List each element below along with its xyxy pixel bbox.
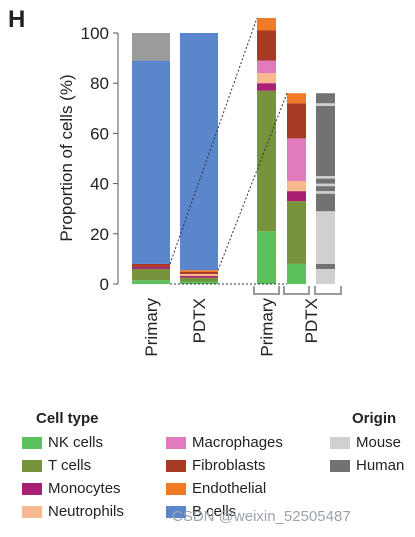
zoom-bar-primary-segment-monocytes-2: [257, 83, 276, 91]
legend-label: Human: [356, 457, 405, 474]
legend-swatch: [166, 505, 186, 518]
legend-label: Mouse: [356, 434, 402, 451]
origin-bar-pdtx-segment-human-9: [316, 105, 335, 177]
legend-swatch: [22, 459, 42, 472]
main-bar-primary-segment-human-5: [132, 33, 170, 61]
main-bar-pdtx-segment-t-cells-1: [180, 277, 218, 282]
legend-item-monocytes: Monocytes: [22, 480, 121, 497]
main-bar-pdtx-segment-endothelial-5: [180, 270, 218, 272]
main-bar-pdtx-segment-nk-cells-0: [180, 281, 218, 284]
legend-title-origin: Origin: [352, 410, 397, 427]
legend-swatch: [166, 482, 186, 495]
y-tick-label-0: 0: [100, 275, 109, 294]
zoom-bar-pdtx-segment-nk-cells-0: [287, 263, 306, 284]
legend-label: Monocytes: [48, 480, 121, 497]
legend-label: B cells: [192, 503, 237, 520]
origin-bar-pdtx-segment-mouse-0: [316, 268, 335, 284]
legend-item-nk-cells: NK cells: [22, 434, 103, 451]
zoom-bar-primary-segment-macrophages-4: [257, 60, 276, 74]
main-bar-primary-segment-monocytes-2: [132, 266, 170, 269]
y-tick-label-60: 60: [90, 124, 109, 143]
legend-item-mouse: Mouse: [330, 434, 401, 451]
main-bar-label-pdtx: PDTX: [190, 298, 209, 343]
legend-item-human: Human: [330, 457, 404, 474]
y-tick-label-40: 40: [90, 175, 109, 194]
main-bar-primary-segment-nk-cells-0: [132, 280, 170, 284]
y-axis-label: Proportion of cells (%): [57, 74, 76, 241]
legend-item-t-cells: T cells: [22, 457, 91, 474]
origin-bar-pdtx-segment-human-5: [316, 186, 335, 192]
legend-item-endothelial: Endothelial: [166, 480, 266, 497]
legend-swatch: [22, 505, 42, 518]
zoom-bar-pdtx-segment-fibroblasts-5: [287, 103, 306, 139]
legend-item-neutrophils: Neutrophils: [22, 503, 124, 520]
legend-swatch: [22, 482, 42, 495]
zoom-bar-pdtx-segment-t-cells-1: [287, 201, 306, 264]
legend-label: Neutrophils: [48, 503, 124, 520]
legend-label: Fibroblasts: [192, 457, 266, 474]
legend-label: NK cells: [48, 434, 104, 451]
legend-item-macrophages: Macrophages: [166, 434, 283, 451]
origin-bar-pdtx-segment-mouse-2: [316, 211, 335, 264]
origin-bar-pdtx-segment-human-3: [316, 193, 335, 212]
panel-label: H: [8, 6, 26, 33]
main-bar-pdtx-segment-fibroblasts-4: [180, 271, 218, 274]
zoom-connector-top-pdtx: [217, 93, 288, 271]
main-bar-label-primary: Primary: [142, 298, 161, 357]
legend-swatch: [166, 436, 186, 449]
legend-item-b-cells: B cells: [166, 503, 236, 520]
zoom-bracket-pdtx: [283, 286, 310, 295]
main-bar-primary-segment-b-cells-4: [132, 60, 170, 264]
main-bar-primary-segment-fibroblasts-3: [132, 263, 170, 267]
watermark: CSDN @weixin_52505487: [172, 508, 351, 525]
origin-bar-pdtx-segment-mouse-10: [316, 103, 335, 106]
y-tick-label-80: 80: [90, 74, 109, 93]
legend-swatch: [330, 459, 350, 472]
origin-bar-pdtx-segment-mouse-8: [316, 176, 335, 179]
legend-label: Macrophages: [192, 434, 283, 451]
legend-item-fibroblasts: Fibroblasts: [166, 457, 265, 474]
zoom-bar-label-pdtx: PDTX: [302, 298, 321, 343]
origin-bar-pdtx-segment-mouse-6: [316, 183, 335, 187]
main-bar-pdtx-segment-b-cells-6: [180, 33, 218, 271]
main-bar-pdtx-segment-monocytes-2: [180, 275, 218, 278]
origin-bar-pdtx-segment-human-7: [316, 178, 335, 184]
legend-label: T cells: [48, 457, 92, 474]
main-bar-pdtx-segment-neutrophils-3: [180, 273, 218, 276]
zoom-bar-primary-segment-fibroblasts-5: [257, 30, 276, 61]
origin-bar-pdtx-segment-human-11: [316, 93, 335, 104]
y-tick-label-20: 20: [90, 225, 109, 244]
zoom-bar-pdtx-segment-endothelial-6: [287, 93, 306, 104]
origin-bar-pdtx-segment-mouse-4: [316, 191, 335, 194]
zoom-bracket-origin: [314, 286, 342, 295]
zoom-bracket-primary: [253, 286, 280, 295]
legend-swatch: [22, 436, 42, 449]
legend-swatch: [166, 459, 186, 472]
zoom-bar-primary-segment-t-cells-1: [257, 90, 276, 232]
zoom-bar-pdtx-segment-macrophages-4: [287, 138, 306, 182]
y-tick-label-100: 100: [81, 24, 109, 43]
legend-label: Endothelial: [192, 480, 267, 497]
zoom-bar-label-primary: Primary: [258, 298, 277, 357]
main-bar-primary-segment-t-cells-1: [132, 268, 170, 281]
stacked-bar-chart: 0 20 40 60 80 100 Primary PDTX Primary PDTX Pro…: [57, 17, 342, 357]
legend-title-cell-type: Cell type: [36, 410, 99, 427]
zoom-bar-pdtx-segment-neutrophils-3: [287, 181, 306, 192]
zoom-bar-primary-segment-neutrophils-3: [257, 73, 276, 84]
zoom-bar-primary-segment-endothelial-6: [257, 17, 276, 31]
legend-swatch: [330, 436, 350, 449]
zoom-connector-top-primary: [169, 17, 258, 265]
zoom-bar-primary-segment-nk-cells-0: [257, 231, 276, 284]
zoom-bar-pdtx-segment-monocytes-2: [287, 191, 306, 202]
origin-bar-pdtx-segment-human-1: [316, 263, 335, 269]
